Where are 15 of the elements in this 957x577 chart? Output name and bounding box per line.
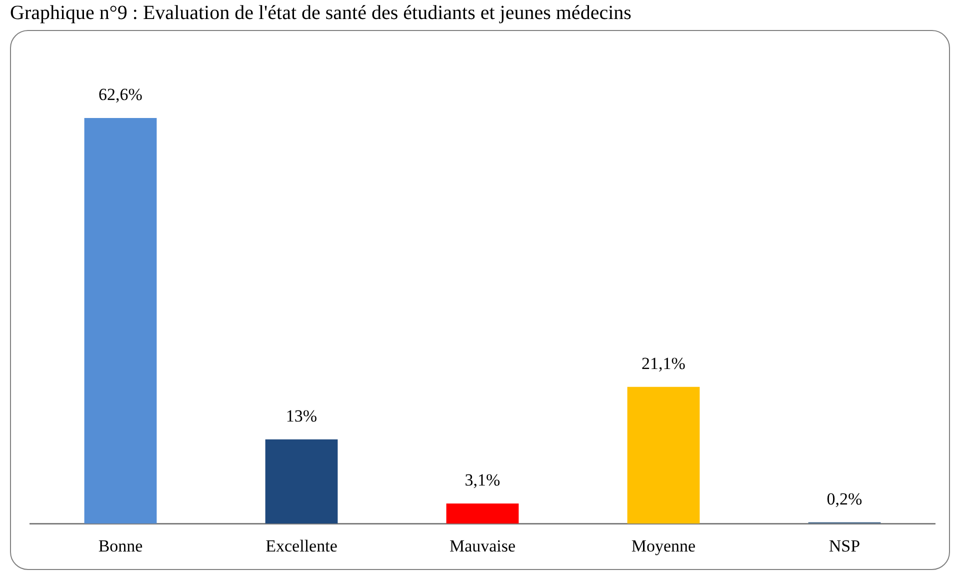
data-label: 3,1%	[464, 470, 500, 490]
data-label: 0,2%	[826, 489, 862, 508]
data-label: 13%	[286, 406, 318, 426]
x-tick-label: Excellente	[266, 536, 338, 556]
bar	[265, 439, 338, 524]
bar	[627, 386, 700, 524]
chart-title: Graphique n°9 : Evaluation de l'état de santé des étudiants et jeunes médecins	[10, 2, 632, 25]
bar	[446, 504, 519, 524]
x-tick-label: NSP	[828, 536, 860, 556]
bar	[84, 118, 157, 524]
x-tick-label: Bonne	[98, 536, 143, 556]
data-label: 62,6%	[98, 84, 142, 104]
x-tick-label: Mauvaise	[449, 536, 516, 556]
data-label: 21,1%	[642, 354, 686, 373]
x-tick-label: Moyenne	[631, 536, 696, 556]
